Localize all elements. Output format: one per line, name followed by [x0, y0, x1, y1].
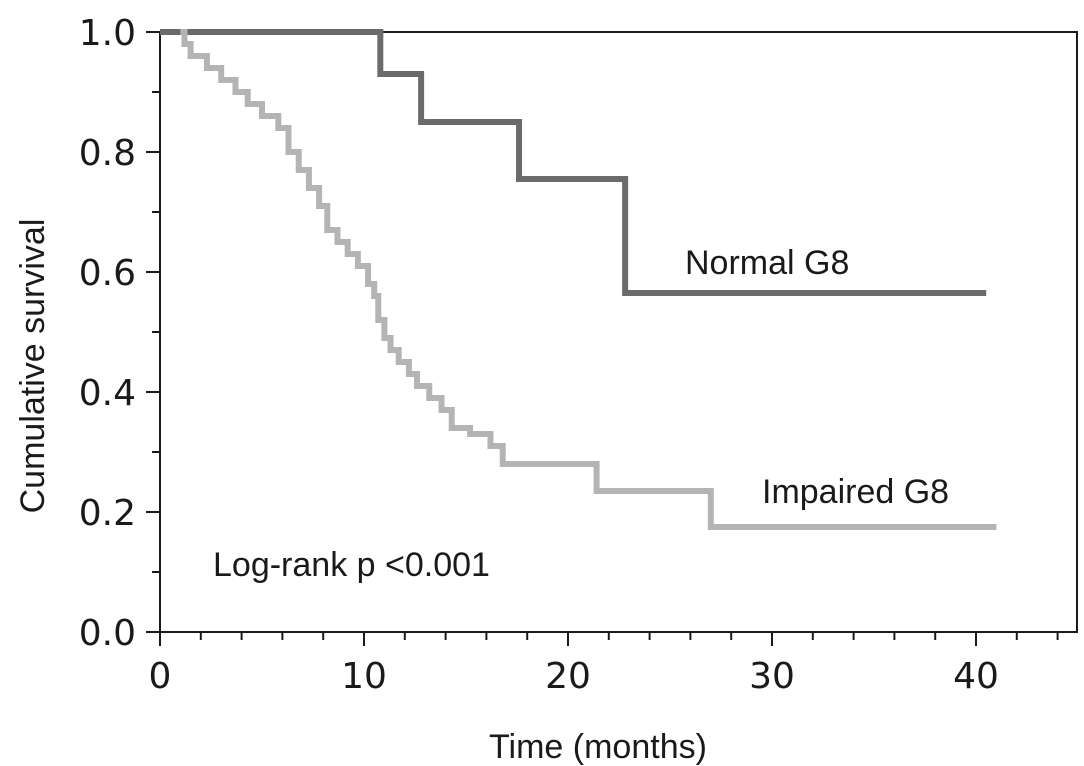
plot-frame [159, 31, 1078, 633]
x-tick-label: 40 [953, 656, 999, 697]
series-layer [160, 29, 997, 530]
y-tick-label: 0.0 [79, 613, 136, 654]
y-tick-label: 0.8 [79, 133, 136, 174]
y-tick-label: 0.2 [79, 493, 136, 534]
x-axis-title: Time (months) [489, 728, 707, 766]
series-label-impaired-g8: Impaired G8 [762, 473, 949, 511]
survival-curve-impaired-g8 [180, 29, 997, 530]
y-tick-label: 0.4 [79, 373, 136, 414]
x-tick-label: 10 [341, 656, 387, 697]
axes-layer: 0.0 0.2 0.4 0.6 0.8 1.0 0 10 20 30 40 [79, 13, 1059, 697]
x-tick-label: 30 [749, 656, 795, 697]
y-tick-label: 0.6 [79, 253, 136, 294]
survival-curve-normal-g8 [160, 29, 987, 296]
series-label-normal-g8: Normal G8 [685, 244, 849, 282]
y-tick-label: 1.0 [79, 13, 136, 54]
x-tick-label: 0 [149, 656, 172, 697]
log-rank-pvalue: Log-rank p <0.001 [213, 546, 490, 584]
y-axis-title: Cumulative survival [14, 219, 52, 514]
x-tick-label: 20 [545, 656, 591, 697]
